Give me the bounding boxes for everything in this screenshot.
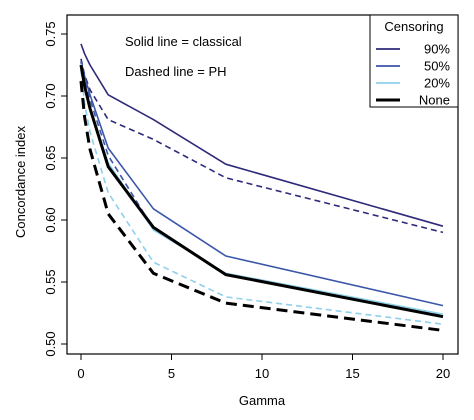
legend: Censoring 90% 50% 20% None xyxy=(369,14,459,108)
series-line-90pct-solid xyxy=(80,43,444,227)
y-axis: 0.50 0.55 0.60 0.65 0.70 0.75 xyxy=(43,21,67,357)
annotation-solid: Solid line = classical xyxy=(125,34,242,49)
x-tick-label: 10 xyxy=(255,366,269,381)
y-tick-label: 0.60 xyxy=(43,207,58,232)
legend-label: None xyxy=(419,93,450,108)
annotation-dashed: Dashed line = PH xyxy=(125,64,227,79)
x-tick-label: 15 xyxy=(345,366,359,381)
series-line-none-dashed xyxy=(79,80,444,332)
y-tick-label: 0.55 xyxy=(43,269,58,294)
legend-title: Censoring xyxy=(384,19,443,34)
y-tick-label: 0.65 xyxy=(43,145,58,170)
x-tick-label: 5 xyxy=(168,366,175,381)
series-line-20pct-dashed xyxy=(80,69,444,325)
series-line-none-solid xyxy=(79,64,444,319)
x-tick-label: 0 xyxy=(77,366,84,381)
legend-entries: 90% 50% 20% None xyxy=(376,42,450,108)
x-tick-label: 20 xyxy=(436,366,450,381)
series-line-50pct-solid xyxy=(80,61,444,307)
y-axis-title: Concordance index xyxy=(13,125,28,238)
x-axis: 0 5 10 15 20 xyxy=(77,354,450,381)
y-tick-label: 0.70 xyxy=(43,83,58,108)
y-tick-label: 0.50 xyxy=(43,331,58,356)
plot-lines xyxy=(79,43,444,332)
legend-label: 90% xyxy=(424,42,450,57)
legend-box xyxy=(369,14,459,108)
y-tick-label: 0.75 xyxy=(43,21,58,46)
legend-label: 50% xyxy=(424,59,450,74)
legend-label: 20% xyxy=(424,76,450,91)
x-axis-title: Gamma xyxy=(239,393,286,408)
